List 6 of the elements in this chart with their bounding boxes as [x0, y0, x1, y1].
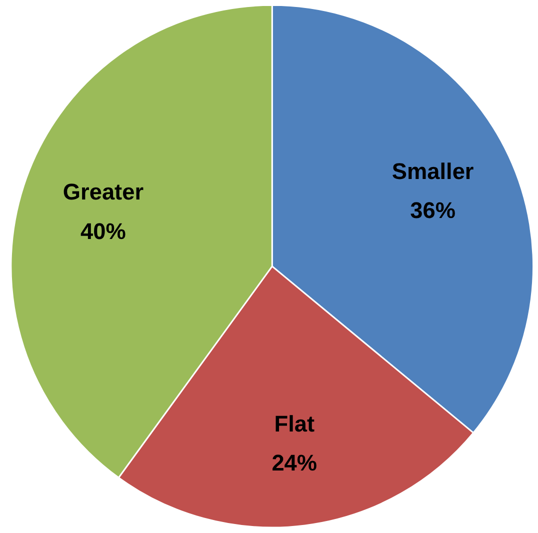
data-label: 24% — [272, 450, 318, 476]
slice-label: Greater — [62, 178, 144, 205]
data-label: 40% — [80, 218, 126, 244]
slice-label: Smaller — [392, 158, 474, 184]
slice-label: Flat — [274, 410, 315, 436]
data-label: 36% — [410, 197, 456, 224]
